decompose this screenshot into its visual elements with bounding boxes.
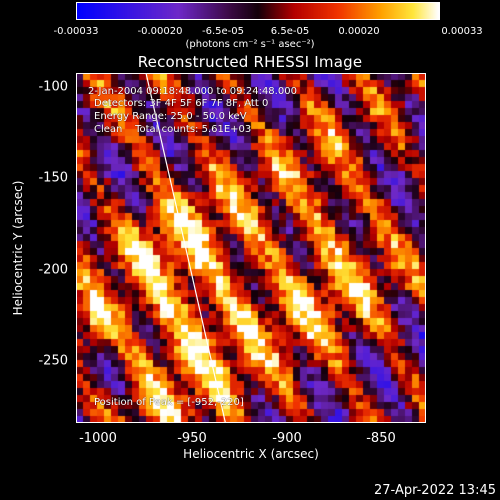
y-axis-label: Heliocentric Y (arcsec) xyxy=(11,180,25,316)
annotation-peak: Position of Peak = [-952,-220] xyxy=(94,397,244,408)
annotation-detectors: Detectors: 3F 4F 5F 6F 7F 8F, Att 0 xyxy=(94,98,269,109)
x-tick-label: -1000 xyxy=(79,431,117,446)
x-tick-label: -900 xyxy=(272,431,302,446)
colorbar-gradient xyxy=(77,3,439,19)
x-tick-label: -850 xyxy=(366,431,396,446)
colorbar-tick: 0.00033 xyxy=(441,26,483,37)
y-tick-label: -100 xyxy=(38,79,68,95)
plot-frame xyxy=(76,73,426,423)
colorbar-tick: 6.5e-05 xyxy=(270,26,310,37)
annotation-clean: Clean Total counts: 5.61E+03 xyxy=(94,124,252,135)
colorbar-tick: -0.00020 xyxy=(137,26,183,37)
chart-title: Reconstructed RHESSI Image xyxy=(137,53,363,71)
y-tick-label: -150 xyxy=(38,170,68,186)
colorbar xyxy=(76,2,440,20)
colorbar-tick: -6.5e-05 xyxy=(202,26,244,37)
colorbar-tick: 0.00020 xyxy=(338,26,380,37)
plot-overlay xyxy=(145,73,227,423)
timestamp: 27-Apr-2022 13:45 xyxy=(374,483,496,498)
y-tick-label: -250 xyxy=(38,353,68,369)
solar-limb-line xyxy=(145,73,227,423)
annotation-time: 2-Jan-2004 09:18:48.000 to 09:24:48.000 xyxy=(88,86,297,97)
colorbar-tick: -0.00033 xyxy=(53,26,99,37)
y-tick-label: -200 xyxy=(38,262,68,278)
x-axis-label: Heliocentric X (arcsec) xyxy=(183,447,319,461)
annotation-energy: Energy Range: 25.0 - 50.0 keV xyxy=(94,111,247,122)
colorbar-units: (photons cm⁻² s⁻¹ asec⁻²) xyxy=(185,39,315,50)
heatmap-image xyxy=(76,73,426,423)
x-tick-label: -950 xyxy=(177,431,207,446)
